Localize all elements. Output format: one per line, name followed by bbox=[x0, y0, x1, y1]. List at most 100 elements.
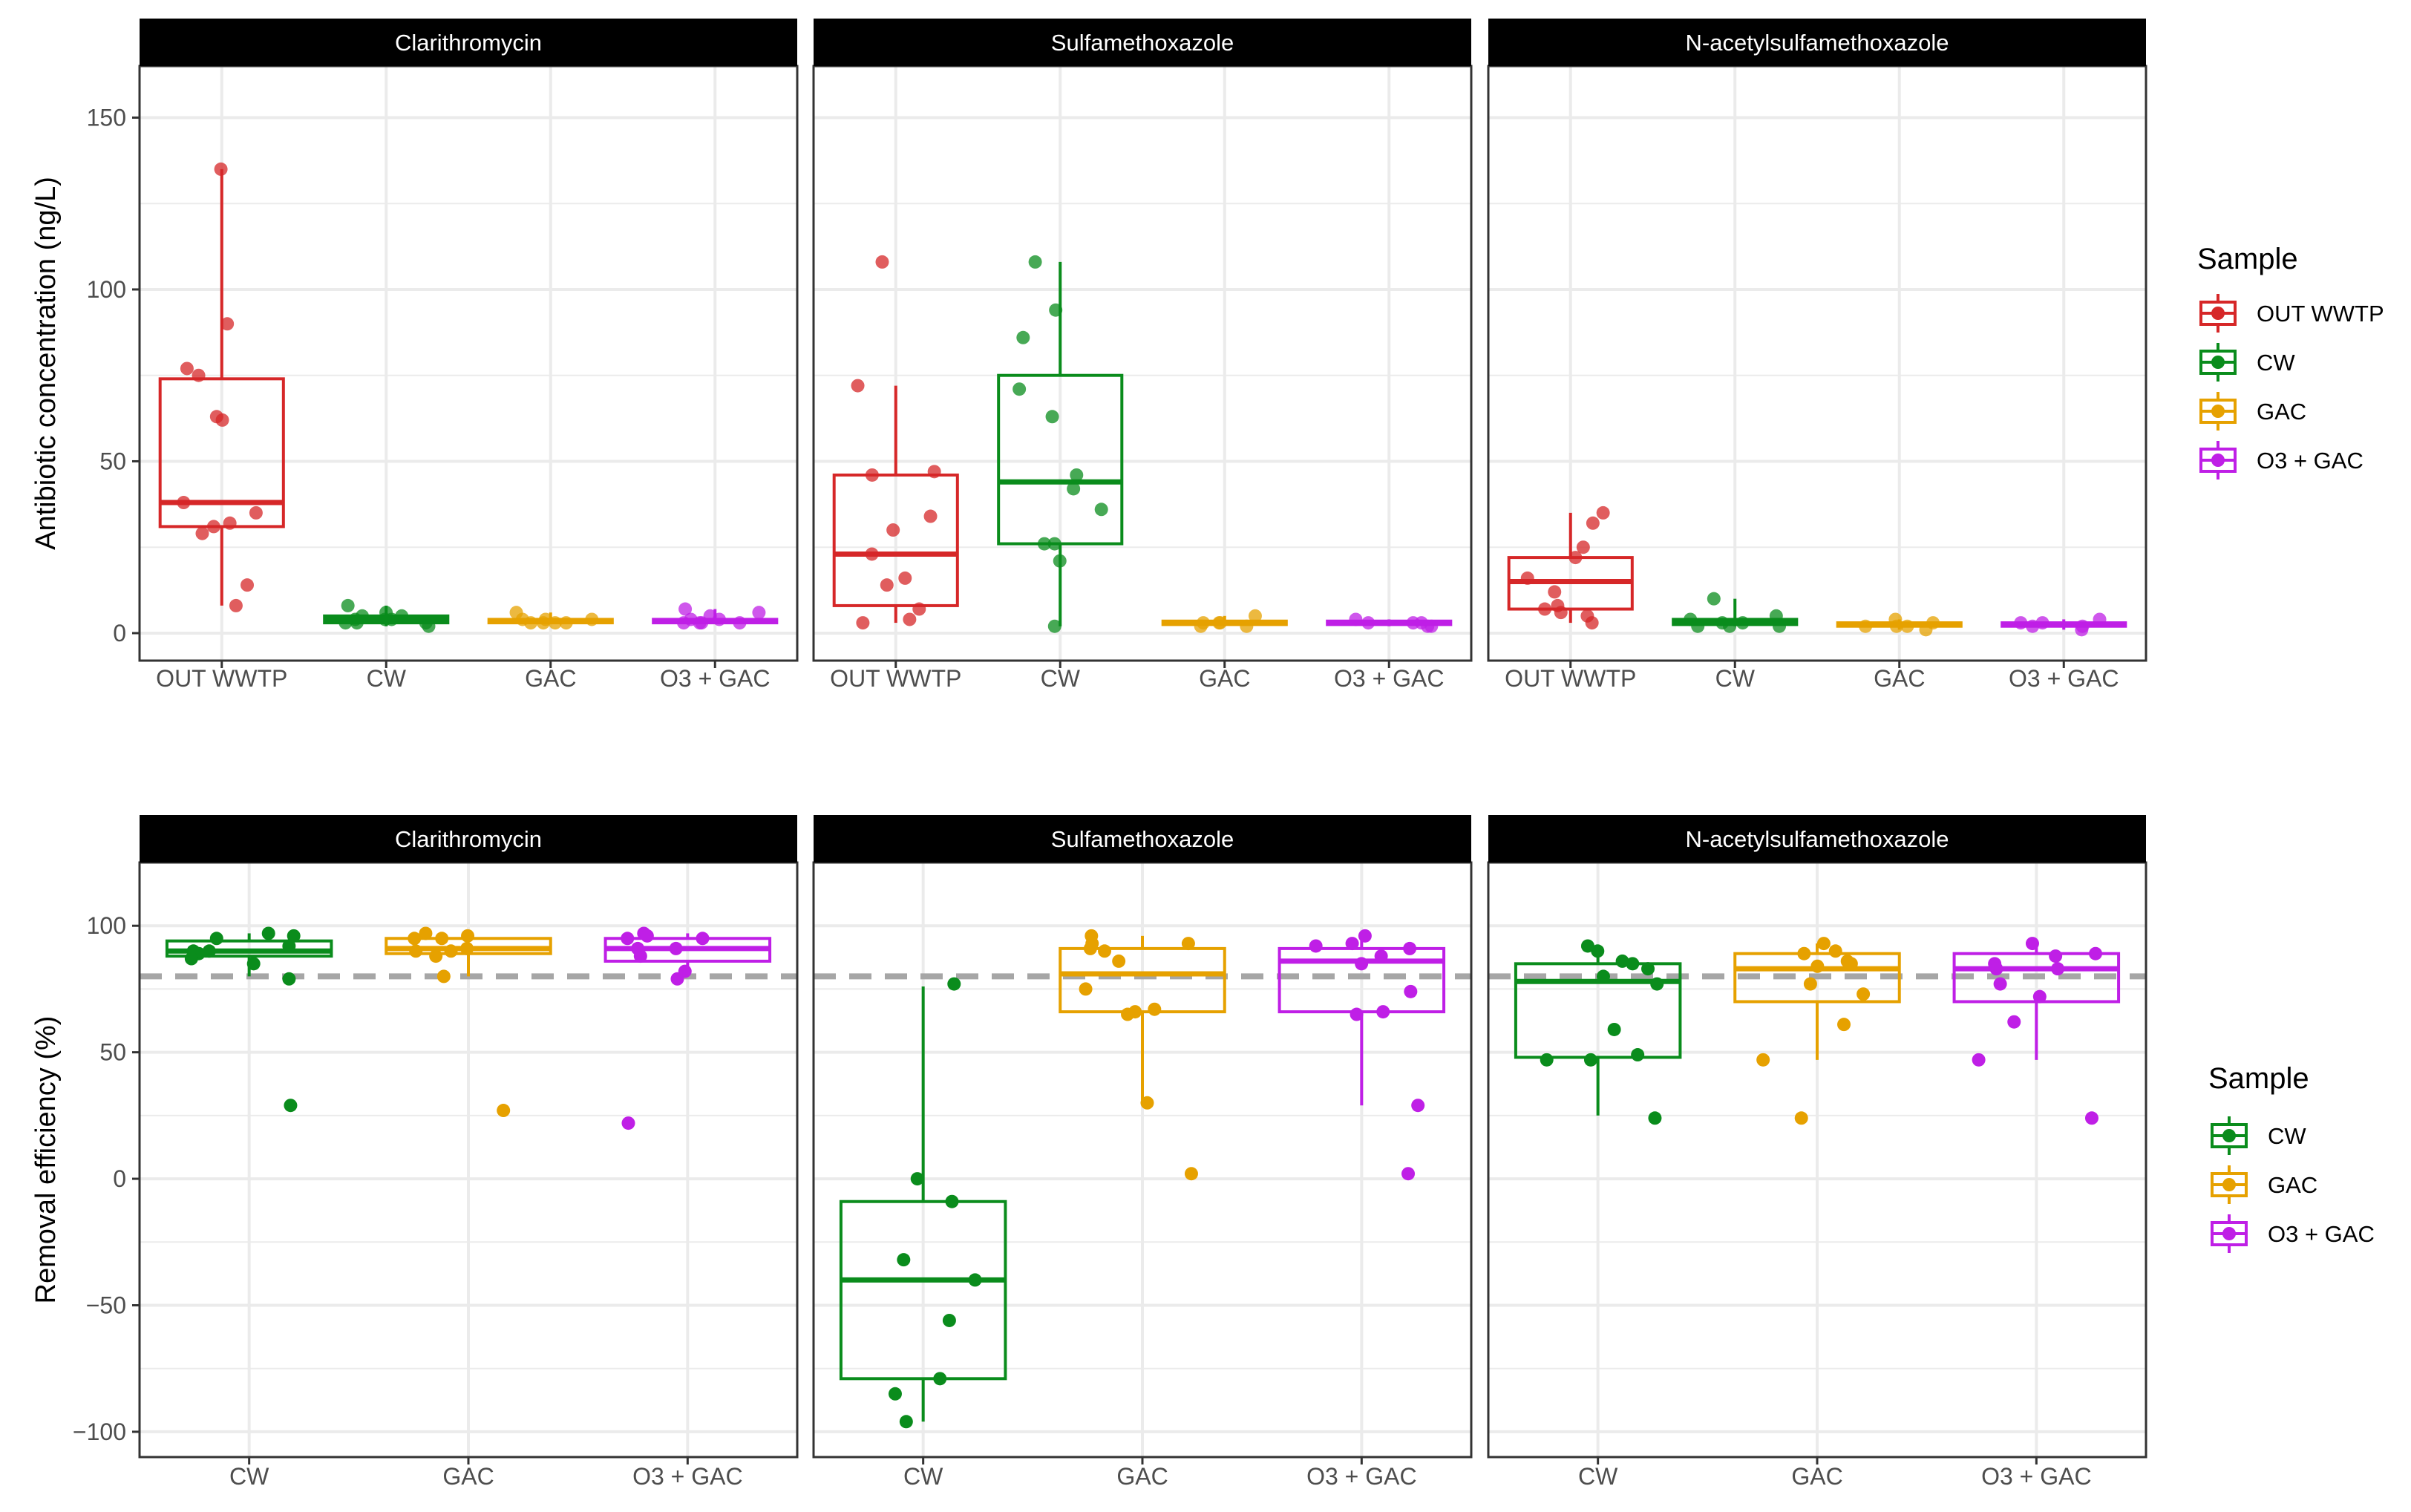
box-out-wwtp bbox=[1507, 505, 1634, 630]
data-point bbox=[1626, 957, 1640, 971]
data-point bbox=[923, 509, 938, 523]
y-tick-label: −50 bbox=[86, 1292, 126, 1318]
y-tick-label: 150 bbox=[87, 104, 126, 131]
data-point bbox=[886, 523, 900, 537]
data-point bbox=[1548, 585, 1562, 599]
x-tick-label: GAC bbox=[1874, 665, 1925, 692]
data-point bbox=[1773, 619, 1787, 633]
data-point bbox=[1607, 1022, 1621, 1036]
box-iqr bbox=[1514, 962, 1682, 1059]
data-point bbox=[1641, 962, 1655, 976]
data-point bbox=[548, 616, 562, 630]
data-point bbox=[559, 616, 573, 630]
y-tick-label: 100 bbox=[87, 912, 126, 939]
data-point bbox=[851, 379, 865, 393]
data-point bbox=[968, 1273, 982, 1287]
data-point bbox=[249, 505, 263, 520]
data-point bbox=[1794, 1111, 1808, 1125]
data-point bbox=[2089, 946, 2103, 960]
data-point bbox=[1098, 944, 1112, 958]
data-point bbox=[1083, 941, 1097, 955]
legend-title: Sample bbox=[2197, 243, 2298, 275]
legend-key-point bbox=[2222, 1178, 2236, 1191]
data-point bbox=[1810, 959, 1825, 973]
data-point bbox=[435, 932, 449, 946]
data-point bbox=[1583, 1053, 1597, 1067]
data-point bbox=[945, 1194, 959, 1208]
data-point bbox=[752, 606, 766, 620]
box-cw bbox=[839, 977, 1007, 1429]
data-point bbox=[1028, 255, 1042, 269]
data-point bbox=[341, 598, 355, 612]
data-point bbox=[1045, 410, 1059, 424]
data-point bbox=[282, 939, 296, 953]
data-point bbox=[461, 929, 475, 943]
data-point bbox=[1047, 619, 1061, 633]
y-axis: 0 50 100 150 Antibiotic concentration (ng/L) bbox=[30, 104, 140, 647]
data-point bbox=[1212, 616, 1226, 630]
data-point bbox=[1016, 330, 1030, 344]
y-tick-label: 50 bbox=[99, 1039, 126, 1066]
data-point bbox=[912, 602, 926, 616]
data-point bbox=[1648, 1111, 1662, 1125]
legend-key-point bbox=[2211, 454, 2225, 467]
data-point bbox=[678, 602, 693, 616]
data-point bbox=[897, 1253, 911, 1267]
data-point bbox=[378, 612, 392, 626]
legend-label: GAC bbox=[2268, 1172, 2317, 1198]
y-axis: 100 50 0 −50 −100 Removal efficiency (%) bbox=[30, 912, 140, 1445]
data-point bbox=[1184, 1167, 1198, 1181]
data-point bbox=[1047, 537, 1061, 551]
data-point bbox=[1580, 939, 1594, 953]
data-point bbox=[177, 496, 191, 510]
box-o3-gac bbox=[603, 926, 772, 1130]
legend-key-cw bbox=[2199, 343, 2237, 382]
data-point bbox=[284, 1099, 298, 1113]
legend-key-point bbox=[2211, 307, 2225, 320]
data-point bbox=[409, 944, 423, 958]
data-point bbox=[621, 932, 635, 946]
x-tick-label: GAC bbox=[442, 1463, 494, 1490]
box-iqr bbox=[839, 1200, 1007, 1381]
data-point bbox=[1828, 944, 1842, 958]
data-point bbox=[1112, 954, 1126, 968]
data-point bbox=[1049, 303, 1063, 317]
legend-label: O3 + GAC bbox=[2268, 1221, 2375, 1247]
y-tick-label: 0 bbox=[113, 1165, 126, 1192]
data-point bbox=[1816, 937, 1831, 951]
data-point bbox=[184, 952, 198, 966]
data-point bbox=[1358, 929, 1372, 943]
data-point bbox=[1919, 623, 1933, 637]
box-out-wwtp bbox=[832, 255, 959, 630]
box-cw bbox=[1672, 592, 1799, 633]
data-point bbox=[1401, 1167, 1416, 1181]
panel-background bbox=[140, 66, 797, 661]
x-tick-label: O3 + GAC bbox=[1334, 665, 1445, 692]
data-point bbox=[1520, 571, 1534, 585]
box-cw bbox=[997, 255, 1124, 633]
box-cw bbox=[165, 926, 333, 1113]
data-point bbox=[241, 578, 255, 592]
data-point bbox=[933, 1372, 947, 1386]
data-point bbox=[214, 162, 228, 176]
data-point bbox=[1989, 962, 2003, 976]
x-tick-label: CW bbox=[367, 665, 407, 692]
data-point bbox=[899, 1415, 913, 1429]
facet-strip bbox=[1488, 815, 2146, 863]
data-point bbox=[585, 612, 599, 626]
data-point bbox=[206, 520, 220, 534]
x-tick-label: O3 + GAC bbox=[1981, 1463, 2092, 1490]
y-tick-label: 50 bbox=[99, 448, 126, 474]
data-point bbox=[1837, 1018, 1851, 1032]
data-point bbox=[880, 578, 894, 592]
data-point bbox=[1094, 503, 1108, 517]
facet-strip bbox=[814, 815, 1471, 863]
data-point bbox=[1053, 554, 1067, 568]
facet-strip bbox=[140, 19, 797, 66]
facet-clarithromycin: Clarithromycin OUT WWTP CW GAC O3 + GAC bbox=[138, 19, 799, 692]
data-point bbox=[524, 616, 538, 630]
data-point bbox=[1013, 382, 1027, 396]
